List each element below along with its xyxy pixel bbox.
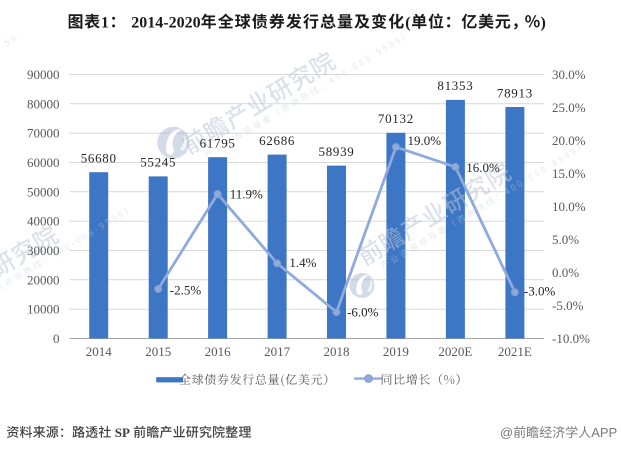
svg-text:2016: 2016 (205, 344, 232, 359)
svg-text:50000: 50000 (27, 184, 60, 199)
svg-text:81353: 81353 (437, 78, 473, 93)
svg-text:2015: 2015 (145, 344, 171, 359)
svg-text:30.0%: 30.0% (552, 67, 586, 82)
svg-text:62686: 62686 (259, 133, 295, 148)
svg-text:19.0%: 19.0% (408, 133, 442, 148)
svg-text:2020E: 2020E (438, 344, 472, 359)
svg-text:1: 1 (101, 14, 110, 31)
svg-text:55245: 55245 (140, 155, 176, 170)
svg-text:15.0%: 15.0% (552, 166, 586, 181)
svg-text:20.0%: 20.0% (552, 133, 586, 148)
svg-text:0: 0 (53, 331, 60, 346)
svg-text:90000: 90000 (27, 67, 60, 82)
svg-text:78913: 78913 (497, 85, 533, 100)
svg-text:30000: 30000 (27, 243, 60, 258)
svg-text:40000: 40000 (27, 214, 60, 229)
svg-text:58939: 58939 (319, 144, 355, 159)
svg-text:(: ( (405, 14, 411, 31)
svg-text:-5.0%: -5.0% (552, 298, 584, 313)
svg-text:70132: 70132 (378, 111, 414, 126)
svg-text:SP: SP (112, 425, 133, 440)
svg-text:-3.0%: -3.0% (524, 284, 556, 299)
svg-text:@: @ (500, 425, 513, 440)
svg-text:60000: 60000 (27, 155, 60, 170)
svg-text:2014: 2014 (86, 344, 113, 359)
svg-text:70000: 70000 (27, 126, 60, 141)
svg-text:5.0%: 5.0% (552, 232, 579, 247)
svg-text:2021E: 2021E (498, 344, 532, 359)
svg-text:2019: 2019 (383, 344, 409, 359)
svg-text:20000: 20000 (27, 272, 60, 287)
svg-text:1.4%: 1.4% (289, 255, 316, 270)
svg-text:10000: 10000 (27, 302, 60, 317)
svg-text:25.0%: 25.0% (552, 100, 586, 115)
svg-text:10.0%: 10.0% (552, 199, 586, 214)
svg-text:11.9%: 11.9% (230, 187, 263, 202)
svg-text:-6.0%: -6.0% (347, 304, 379, 319)
svg-text:2018: 2018 (324, 344, 350, 359)
svg-text:): ) (541, 14, 546, 31)
svg-text:2017: 2017 (264, 344, 291, 359)
svg-text:80000: 80000 (27, 96, 60, 111)
svg-text:2014-2020: 2014-2020 (131, 14, 200, 31)
svg-text:0.0%: 0.0% (552, 265, 579, 280)
svg-text:56680: 56680 (81, 151, 117, 166)
svg-text:APP: APP (591, 425, 617, 440)
svg-text:-10.0%: -10.0% (552, 331, 590, 346)
svg-text:16.0%: 16.0% (466, 160, 500, 175)
svg-text:61795: 61795 (200, 136, 236, 151)
svg-text:-2.5%: -2.5% (170, 282, 202, 297)
